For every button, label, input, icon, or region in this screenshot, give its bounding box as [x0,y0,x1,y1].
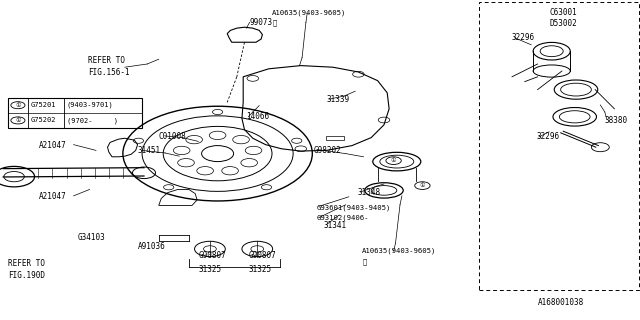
Text: ①: ① [420,183,425,188]
Text: REFER TO: REFER TO [88,56,125,65]
Text: A91036: A91036 [138,242,165,251]
Text: (9702-     ): (9702- ) [67,117,118,124]
Text: 32296: 32296 [512,33,535,42]
Text: REFER TO: REFER TO [8,260,45,268]
Text: C01008: C01008 [159,132,186,140]
Text: 99073: 99073 [250,18,273,27]
Text: FIG.190D: FIG.190D [8,271,45,280]
Text: ①: ① [15,118,20,123]
Text: G93601(9403-9405): G93601(9403-9405) [317,204,391,211]
Text: A168001038: A168001038 [538,298,584,307]
Bar [8,98,142,128]
Text: G98202: G98202 [314,146,341,155]
Text: 14066: 14066 [246,112,269,121]
Bar [479,2,639,290]
Text: 31339: 31339 [326,95,349,104]
Text: G90807: G90807 [198,252,226,260]
Text: (9403-9701): (9403-9701) [67,102,113,108]
Text: FIG.156-1: FIG.156-1 [88,68,130,76]
Text: D53002: D53002 [549,19,577,28]
Text: C63001: C63001 [549,8,577,17]
Text: ①: ① [391,158,396,163]
Text: A10635(9403-9605): A10635(9403-9605) [362,248,436,254]
Text: 38380: 38380 [605,116,628,124]
Text: G90807: G90807 [248,252,276,260]
Bar [326,136,344,140]
Text: Ⓑ: Ⓑ [362,259,367,265]
Text: 31325: 31325 [248,265,271,274]
Text: 32296: 32296 [536,132,559,141]
Text: G75202: G75202 [31,117,56,124]
Text: 31325: 31325 [198,265,221,274]
Text: 31348: 31348 [357,188,380,197]
Text: G75201: G75201 [31,102,56,108]
Text: Ⓑ: Ⓑ [273,19,277,26]
Text: A21047: A21047 [38,141,66,150]
Text: 31341: 31341 [323,221,346,230]
Text: A21047: A21047 [38,192,66,201]
Text: A10635(9403-9605): A10635(9403-9605) [272,10,346,16]
Text: G93102(9406-: G93102(9406- [317,215,369,221]
Text: G34103: G34103 [78,233,106,242]
Text: ①: ① [15,103,20,108]
Text: 31451: 31451 [138,146,161,155]
